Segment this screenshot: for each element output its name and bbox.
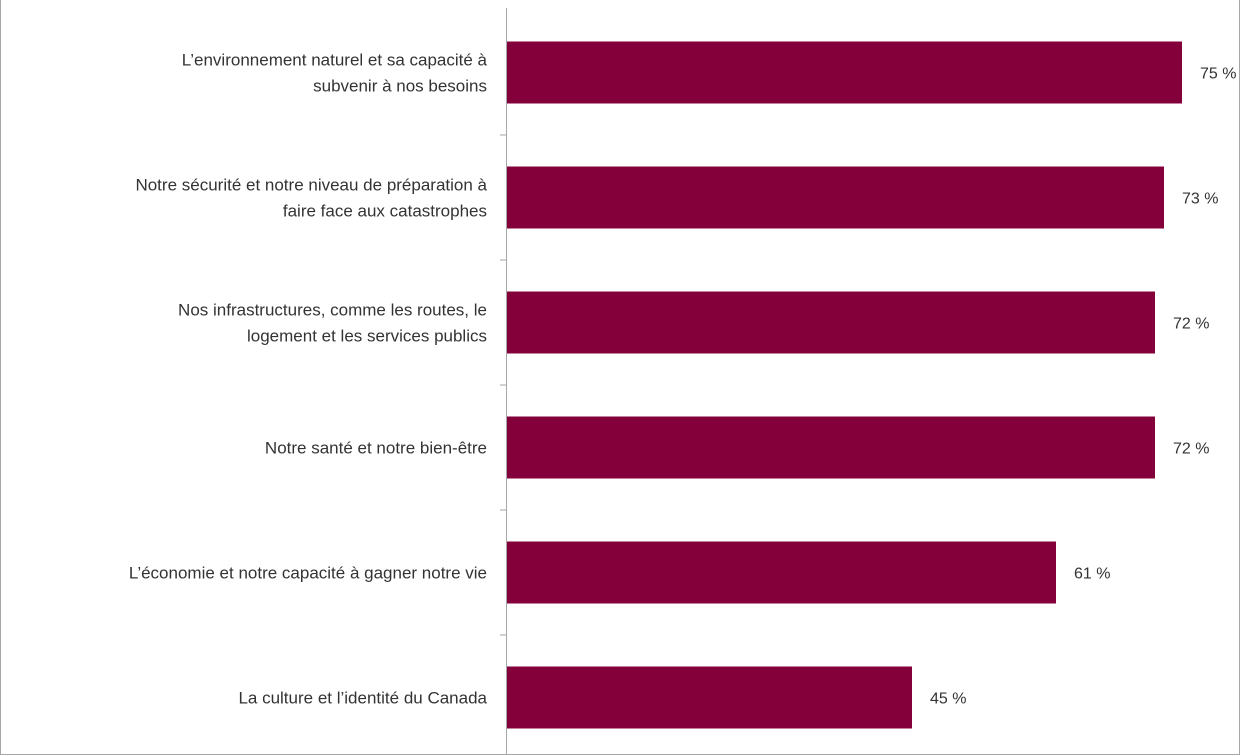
value-label-4: 61 % bbox=[1074, 566, 1110, 583]
bar-4 bbox=[507, 541, 1056, 604]
category-labels-group: L’environnement naturel et sa capacité à… bbox=[129, 51, 488, 708]
category-label-3-line-0: Notre santé et notre bien-être bbox=[265, 439, 487, 458]
value-labels-group: 75 % 73 % 72 % 72 % 61 % 45 % bbox=[930, 66, 1236, 708]
category-label-4-line-0: L’économie et notre capacité à gagner no… bbox=[129, 564, 487, 583]
value-label-2: 72 % bbox=[1173, 316, 1209, 333]
category-axis-ticks bbox=[500, 134, 507, 636]
bar-3 bbox=[507, 416, 1155, 479]
value-label-0: 75 % bbox=[1200, 66, 1236, 83]
category-label-5-line-0: La culture et l’identité du Canada bbox=[238, 689, 487, 708]
value-label-5: 45 % bbox=[930, 691, 966, 708]
category-label-0-line-1: subvenir à nos besoins bbox=[313, 77, 487, 96]
category-label-1-line-0: Notre sécurité et notre niveau de prépar… bbox=[135, 176, 487, 195]
bar-0 bbox=[507, 41, 1182, 104]
value-label-1: 73 % bbox=[1182, 191, 1218, 208]
bar-1 bbox=[507, 166, 1164, 229]
category-label-0-line-0: L’environnement naturel et sa capacité à bbox=[182, 51, 488, 70]
bar-5 bbox=[507, 666, 912, 729]
bars-group bbox=[507, 41, 1182, 729]
category-label-2-line-1: logement et les services publics bbox=[247, 327, 487, 346]
value-label-3: 72 % bbox=[1173, 441, 1209, 458]
category-label-1-line-1: faire face aux catastrophes bbox=[283, 202, 487, 221]
bar-2 bbox=[507, 291, 1155, 354]
category-label-2-line-0: Nos infrastructures, comme les routes, l… bbox=[178, 301, 487, 320]
